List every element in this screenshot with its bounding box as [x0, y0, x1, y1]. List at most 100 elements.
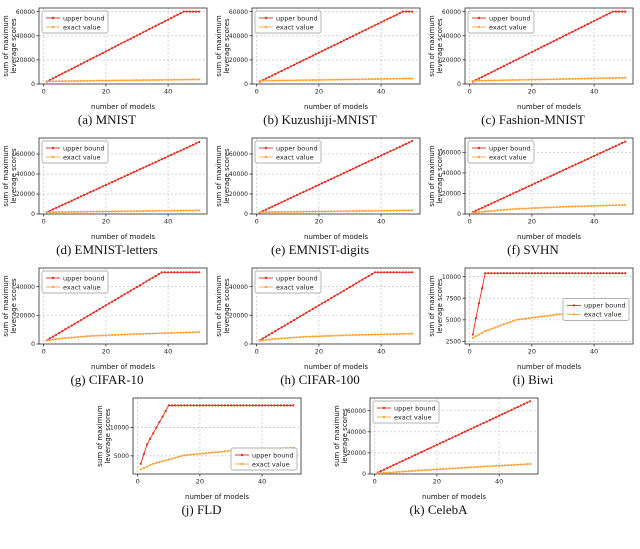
y-axis-label-line1: sum of maximum: [2, 275, 10, 337]
x-tick-label: 40: [376, 88, 384, 96]
legend-label-upper: upper bound: [63, 144, 105, 152]
y-tick-label: 40000: [15, 171, 34, 178]
y-axis-label-line2: leverage scores: [223, 278, 231, 334]
legend-label-exact: exact value: [63, 153, 101, 161]
x-axis-label: number of models: [517, 103, 581, 111]
x-tick-label: 0: [254, 218, 258, 226]
x-tick-label: 0: [467, 218, 471, 226]
legend-label-upper: upper bound: [252, 451, 294, 459]
legend-box: [467, 140, 534, 164]
x-tick-label: 0: [254, 88, 258, 96]
subplot-caption-cifar-100: (h) CIFAR-100: [280, 372, 360, 387]
legend-box: [372, 400, 440, 424]
x-tick-label: 20: [101, 88, 109, 96]
x-tick-label: 40: [589, 348, 597, 356]
subplot-caption-svhn: (f) SVHN: [507, 242, 559, 257]
y-tick-label: 40000: [228, 284, 247, 291]
y-axis-label-line2: leverage scores: [10, 278, 18, 334]
y-tick-label: 20000: [441, 191, 460, 198]
legend-label-upper: upper bound: [489, 14, 531, 22]
x-tick-label: 0: [136, 478, 140, 486]
y-axis-label-line2: leverage scores: [104, 408, 112, 464]
y-axis-label-line1: sum of maximum: [215, 15, 223, 77]
y-tick-label: 20000: [441, 57, 460, 64]
y-tick-label: 40000: [228, 33, 247, 40]
x-tick-label: 0: [41, 218, 45, 226]
legend-box: [41, 270, 108, 294]
x-axis-label: number of models: [517, 363, 581, 371]
legend-box: [254, 140, 321, 164]
legend-label-exact: exact value: [63, 23, 101, 31]
y-tick-label: 60000: [228, 151, 247, 158]
legend-label-upper: upper bound: [489, 144, 531, 152]
x-tick-label: 20: [314, 218, 322, 226]
x-tick-label: 0: [254, 348, 258, 356]
y-tick-label: 5000: [114, 453, 129, 460]
x-tick-label: 40: [589, 218, 597, 226]
y-tick-label: 40000: [15, 33, 34, 40]
legend-label-exact: exact value: [489, 153, 527, 161]
figure-row-1: 0 20 40 0 20000 40000 60000 number of models sum…: [0, 3, 640, 129]
legend-label-upper: upper bound: [63, 274, 105, 282]
chart-svhn: 0 20 40 0 20000 40000 60000 number of models sum…: [428, 137, 633, 241]
y-tick-label: 0: [457, 211, 461, 218]
legend-box: [230, 447, 298, 471]
x-axis-label: number of models: [304, 233, 368, 241]
y-tick-label: 10000: [441, 274, 460, 281]
x-axis-label: number of models: [517, 233, 581, 241]
y-axis-label-line1: sum of maximum: [333, 405, 341, 467]
x-tick-label: 40: [163, 88, 171, 96]
y-axis-label-line1: sum of maximum: [428, 275, 436, 337]
y-tick-label: 20000: [15, 313, 34, 320]
x-tick-label: 40: [376, 218, 384, 226]
x-tick-label: 40: [163, 348, 171, 356]
x-axis-label: number of models: [304, 103, 368, 111]
chart-fashion-mnist: 0 20 40 0 20000 40000 60000 number of models sum…: [428, 7, 633, 111]
subplot-caption-emnist-digits: (e) EMNIST-digits: [270, 242, 370, 257]
y-axis-label-line2: leverage scores: [10, 148, 18, 204]
x-tick-label: 20: [101, 348, 109, 356]
y-tick-label: 40000: [228, 171, 247, 178]
legend-label-upper: upper bound: [63, 14, 105, 22]
legend-label-exact: exact value: [489, 23, 527, 31]
legend-label-exact: exact value: [252, 460, 290, 468]
y-tick-label: 40000: [15, 284, 34, 291]
x-tick-label: 40: [495, 478, 503, 486]
subplot-fld: 0 20 40 5000 10000 number of models sum of max…: [95, 393, 308, 519]
x-tick-label: 20: [527, 348, 535, 356]
legend-label-exact: exact value: [394, 413, 432, 421]
subplot-caption-fld: (j) FLD: [181, 502, 222, 517]
x-tick-label: 0: [467, 348, 471, 356]
figure-row-3: 0 20 40 0 20000 40000 number of models sum of m…: [0, 263, 640, 389]
x-tick-label: 40: [258, 478, 266, 486]
subplot-caption-cifar-10: (g) CIFAR-10: [70, 372, 144, 387]
x-axis-label: number of models: [304, 363, 368, 371]
y-tick-label: 0: [244, 341, 248, 348]
y-tick-label: 0: [31, 211, 35, 218]
y-tick-label: 5000: [445, 317, 460, 324]
figure-row-4: 0 20 40 5000 10000 number of models sum of max…: [0, 393, 640, 519]
x-tick-label: 0: [41, 348, 45, 356]
legend-box: [562, 298, 629, 321]
x-tick-label: 40: [376, 348, 384, 356]
legend-box: [41, 140, 108, 164]
subplot-caption-mnist: (a) MNIST: [77, 112, 137, 127]
legend-label-exact: exact value: [63, 283, 101, 291]
y-tick-label: 0: [31, 341, 35, 348]
y-tick-label: 60000: [228, 9, 247, 16]
chart-emnist-digits: 0 20 40 0 20000 40000 60000 number of models sum…: [215, 137, 420, 241]
legend-label-upper: upper bound: [276, 14, 318, 22]
y-axis-label-line2: leverage scores: [436, 18, 444, 74]
legend-label-upper: upper bound: [584, 302, 626, 310]
legend-label-exact: exact value: [584, 311, 622, 319]
x-axis-label: number of models: [91, 103, 155, 111]
y-tick-label: 60000: [347, 408, 366, 415]
x-tick-label: 0: [373, 478, 377, 486]
subplot-caption-kuzushiji-mnist: (b) Kuzushiji-MNIST: [263, 112, 377, 127]
y-tick-label: 40000: [441, 33, 460, 40]
y-tick-label: 20000: [228, 191, 247, 198]
chart-emnist-letters: 0 20 40 0 20000 40000 60000 number of models sum…: [2, 137, 207, 241]
chart-cifar-100: 0 20 40 0 20000 40000 number of models sum of m…: [215, 267, 420, 371]
y-tick-label: 20000: [347, 450, 366, 457]
x-tick-label: 20: [196, 478, 204, 486]
